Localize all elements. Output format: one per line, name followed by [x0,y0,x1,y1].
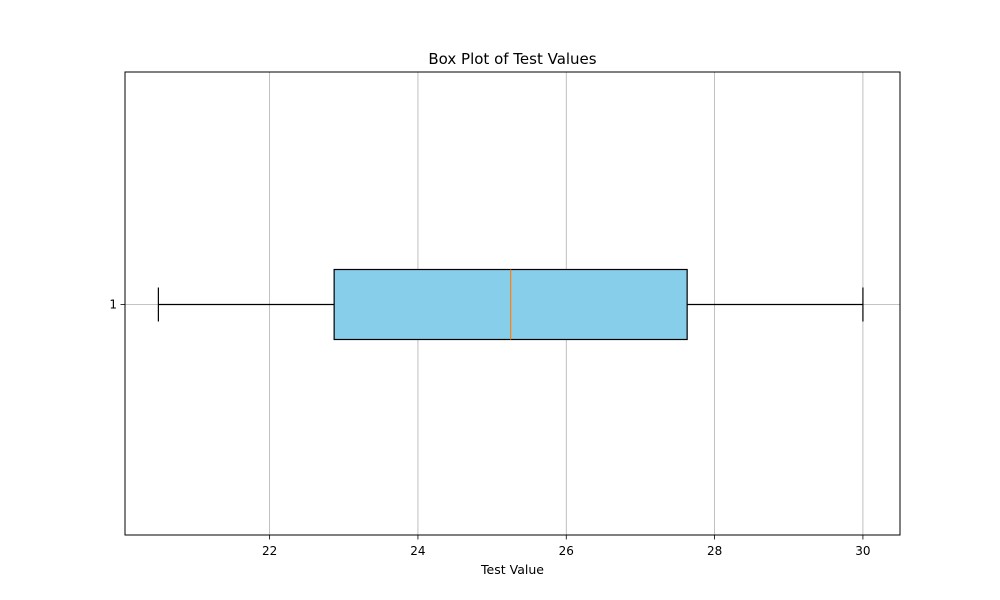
tick-layer: 22 24 26 28 30 1 [109,298,870,559]
chart-title: Box Plot of Test Values [428,50,596,68]
x-tick-label: 30 [855,544,870,558]
x-axis-label: Test Value [480,562,544,577]
x-tick-label: 28 [707,544,722,558]
x-tick-label: 22 [262,544,277,558]
box-layer [157,268,864,341]
x-tick-label: 24 [410,544,425,558]
x-tick-label: 26 [559,544,574,558]
plot-frame [124,71,901,536]
y-tick-label: 1 [109,298,117,312]
